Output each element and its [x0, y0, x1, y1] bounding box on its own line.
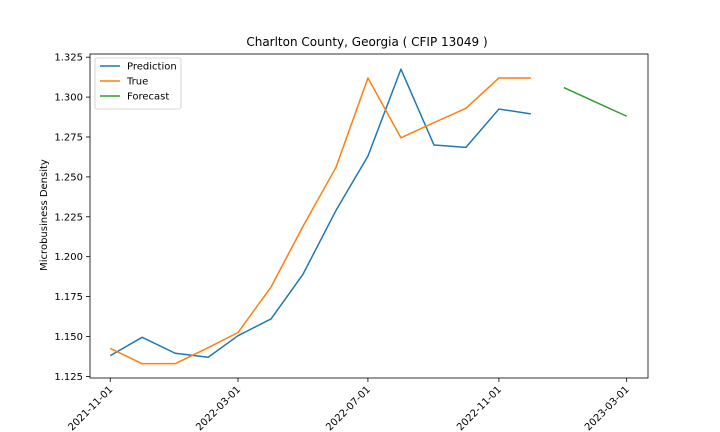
- y-axis-label: Microbusiness Density: [39, 159, 50, 271]
- legend: Prediction True Forecast: [94, 57, 182, 110]
- series-line-true: [109, 77, 531, 365]
- y-tick-label: 1.250: [54, 172, 83, 183]
- y-tick-label: 1.325: [54, 53, 83, 64]
- x-tick-label: 2022-11-01: [455, 384, 504, 432]
- y-tick-label: 1.175: [54, 292, 83, 303]
- y-tick-label: 1.275: [54, 132, 83, 143]
- y-tick-label: 1.200: [54, 252, 83, 263]
- x-tick-label: 2023-03-01: [583, 384, 632, 432]
- series-line-forecast: [563, 86, 628, 117]
- x-tick-label: 2022-03-01: [194, 384, 243, 432]
- series-line-prediction: [109, 68, 531, 358]
- plot-frame: [89, 53, 649, 379]
- chart-title: Charlton County, Georgia ( CFIP 13049 ): [246, 35, 487, 49]
- legend-label-true: True: [126, 77, 148, 88]
- y-tick-label: 1.150: [54, 332, 83, 343]
- y-tick-label: 1.300: [54, 93, 83, 104]
- legend-label-prediction: Prediction: [127, 62, 177, 73]
- y-tick-label: 1.225: [54, 212, 83, 223]
- series-layer: [109, 68, 628, 365]
- plot-area: [89, 53, 649, 379]
- x-tick-label: 2021-11-01: [66, 384, 115, 432]
- x-tick-label: 2022-07-01: [324, 384, 373, 432]
- legend-label-forecast: Forecast: [127, 92, 169, 103]
- y-tick-label: 1.125: [54, 372, 83, 383]
